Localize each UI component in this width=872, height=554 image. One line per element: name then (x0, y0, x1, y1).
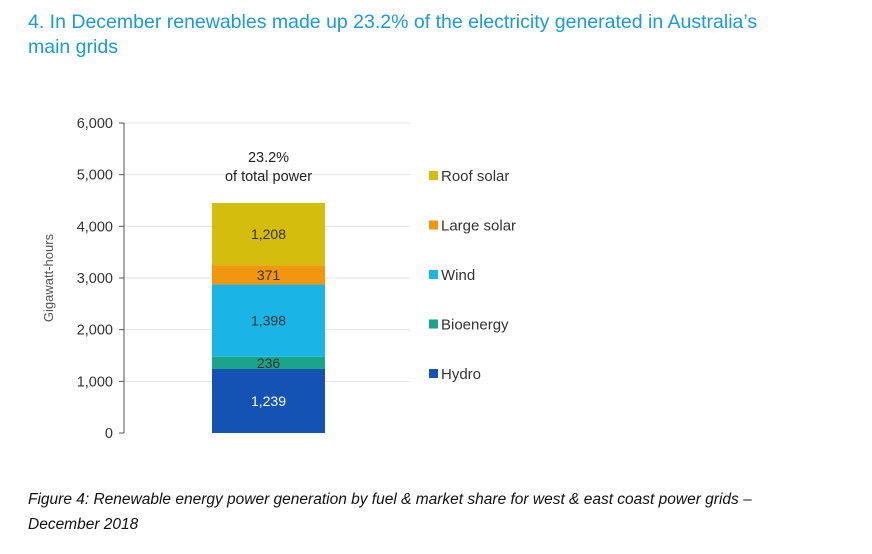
chart-heading: 4. In December renewables made up 23.2% … (28, 10, 848, 60)
annotation-line1: 23.2% (248, 150, 289, 166)
legend-label-roof-solar: Roof solar (441, 168, 509, 185)
bar-segment-large-solar (212, 265, 325, 285)
figure-caption-line1: Figure 4: Renewable energy power generat… (28, 491, 752, 508)
legend-swatch-bioenergy (429, 319, 438, 329)
chart-heading-line2: main grids (28, 36, 118, 58)
legend-swatch-hydro (429, 369, 438, 378)
y-tick-label: 5,000 (77, 168, 113, 184)
legend-label-bioenergy: Bioenergy (441, 317, 509, 334)
bar-segment-roof-solar (212, 202, 325, 266)
legend-swatch-roof-solar (429, 171, 438, 180)
y-tick-label: 4,000 (77, 219, 113, 235)
y-tick-label: 1,000 (77, 374, 113, 390)
y-axis-title: Gigawatt-hours (41, 233, 56, 322)
annotation-line2: of total power (225, 169, 312, 185)
chart-heading-line1: 4. In December renewables made up 23.2% … (28, 11, 758, 33)
data-label-bioenergy: 236 (257, 355, 281, 371)
legend-swatch-wind (429, 270, 438, 279)
legend-swatch-large-solar (429, 220, 438, 230)
y-tick-label: 6,000 (77, 116, 113, 132)
bar-segment-wind (212, 284, 325, 357)
y-tick-label: 3,000 (77, 271, 113, 287)
legend-label-hydro: Hydro (441, 366, 481, 383)
y-tick-label: 0 (105, 426, 113, 442)
data-label-hydro: 1,239 (251, 393, 286, 409)
figure-caption: Figure 4: Renewable energy power generat… (28, 487, 848, 537)
y-tick-label: 2,000 (77, 323, 113, 339)
bar-segment-hydro (212, 368, 325, 433)
data-label-wind: 1,398 (251, 313, 286, 329)
data-label-roof-solar: 1,208 (251, 226, 286, 242)
legend-label-large-solar: Large solar (441, 218, 516, 235)
data-label-large-solar: 371 (257, 267, 281, 283)
legend-label-wind: Wind (441, 267, 475, 284)
bar-segment-bioenergy (212, 356, 325, 369)
figure-caption-line2: December 2018 (28, 516, 139, 533)
